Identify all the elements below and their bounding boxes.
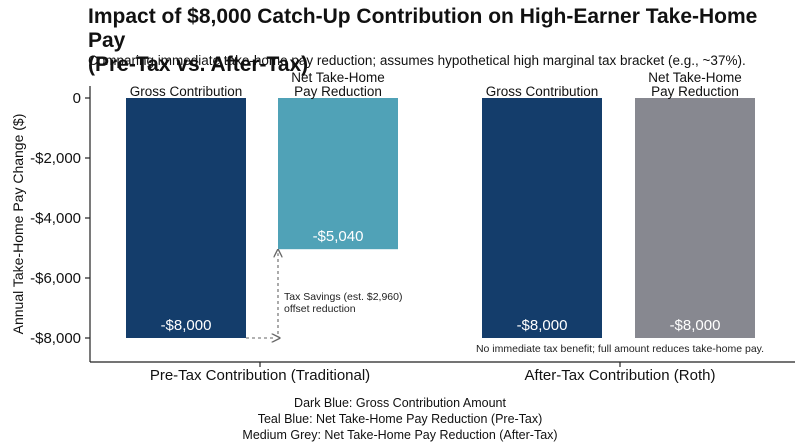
x-tick-label: After-Tax Contribution (Roth) (525, 367, 716, 384)
data-label: -$8,000 (670, 317, 721, 334)
tax-savings-annotation: Tax Savings (est. $2,960) (284, 291, 402, 303)
bar-category-label: Pay Reduction (294, 84, 382, 99)
data-label: -$8,000 (517, 317, 568, 334)
data-label: -$5,040 (313, 228, 364, 245)
bar (482, 98, 602, 338)
chart-title-line-2: (Pre-Tax vs. After-Tax) (88, 53, 309, 76)
tax-savings-annotation: offset reduction (284, 303, 356, 315)
legend-line-medium-grey: Medium Grey: Net Take-Home Pay Reduction… (242, 428, 558, 442)
bar-category-label: Net Take-Home (648, 70, 742, 85)
data-label: -$8,000 (161, 317, 212, 334)
y-tick-label: -$2,000 (30, 150, 81, 167)
bar-category-label: Net Take-Home (291, 70, 385, 85)
y-tick-label: -$4,000 (30, 210, 81, 227)
bar (126, 98, 246, 338)
bar (278, 98, 398, 250)
y-tick-label: -$6,000 (30, 270, 81, 287)
chart-title: Impact of $8,000 Catch-Up Contribution o… (88, 5, 788, 77)
x-tick-label: Pre-Tax Contribution (Traditional) (150, 367, 370, 384)
chart-title-line-1: Impact of $8,000 Catch-Up Contribution o… (88, 5, 758, 52)
roth-note-annotation: No immediate tax benefit; full amount re… (476, 343, 764, 355)
legend-line-dark-blue: Dark Blue: Gross Contribution Amount (294, 396, 506, 410)
bar (635, 98, 755, 338)
bar-category-label: Pay Reduction (651, 84, 739, 99)
bar-category-label: Gross Contribution (130, 84, 243, 99)
y-tick-label: -$8,000 (30, 330, 81, 347)
legend-line-teal-blue: Teal Blue: Net Take-Home Pay Reduction (… (257, 412, 543, 426)
bar-category-label: Gross Contribution (486, 84, 599, 99)
y-axis-label: Annual Take-Home Pay Change ($) (10, 114, 26, 335)
legend-caption: Dark Blue: Gross Contribution Amount Tea… (0, 395, 800, 443)
y-tick-label: 0 (73, 90, 81, 107)
chart-subtitle: Comparing immediate take-home pay reduct… (88, 53, 746, 68)
